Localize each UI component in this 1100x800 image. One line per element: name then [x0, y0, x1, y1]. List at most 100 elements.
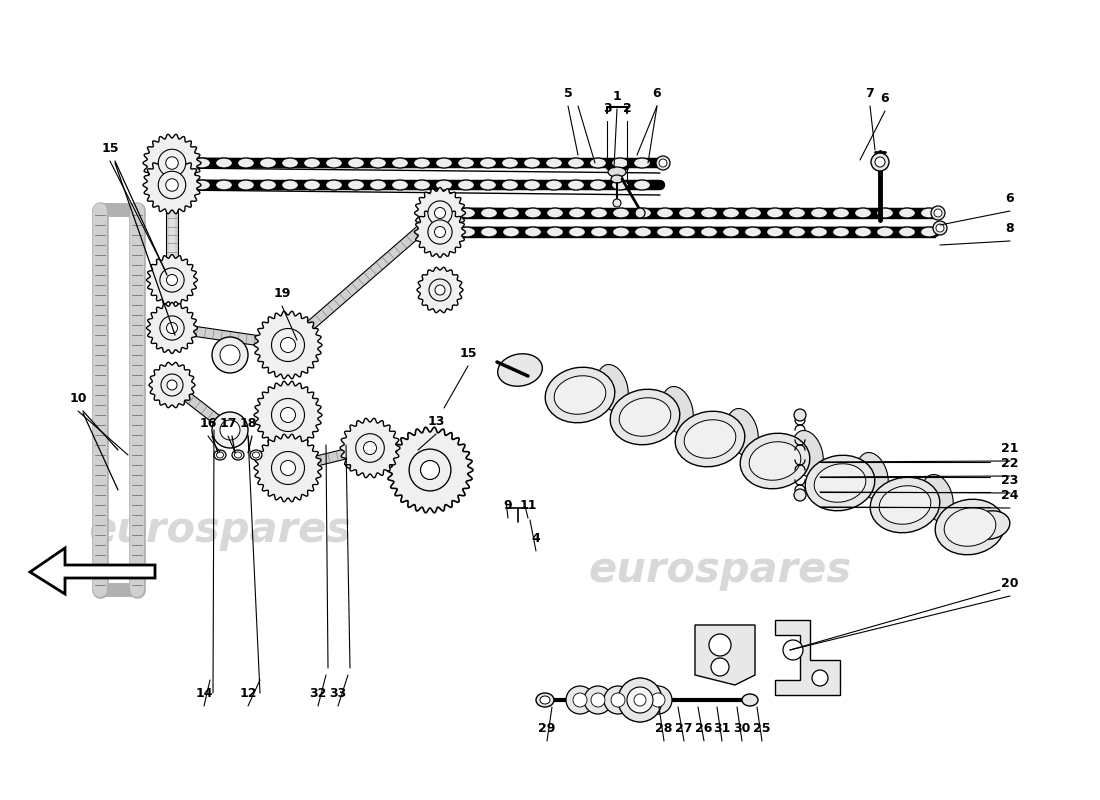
Ellipse shape — [216, 180, 232, 190]
Ellipse shape — [608, 167, 626, 177]
Ellipse shape — [634, 180, 650, 190]
Circle shape — [931, 206, 945, 220]
Ellipse shape — [612, 158, 628, 168]
Polygon shape — [146, 302, 198, 354]
Ellipse shape — [792, 430, 823, 478]
Ellipse shape — [348, 180, 364, 190]
Ellipse shape — [214, 450, 225, 460]
Text: 23: 23 — [1001, 474, 1019, 487]
Circle shape — [626, 686, 654, 714]
Ellipse shape — [370, 158, 386, 168]
Circle shape — [618, 678, 662, 722]
Circle shape — [573, 693, 587, 707]
Ellipse shape — [879, 486, 931, 524]
Text: 30: 30 — [734, 722, 750, 735]
Ellipse shape — [414, 158, 430, 168]
Circle shape — [355, 434, 384, 462]
Ellipse shape — [304, 180, 320, 190]
Ellipse shape — [944, 508, 996, 546]
Circle shape — [212, 337, 248, 373]
Ellipse shape — [684, 420, 736, 458]
Ellipse shape — [855, 227, 871, 237]
Ellipse shape — [870, 478, 939, 533]
Ellipse shape — [525, 227, 541, 237]
Polygon shape — [146, 254, 198, 306]
Text: 10: 10 — [69, 392, 87, 405]
Ellipse shape — [392, 180, 408, 190]
Polygon shape — [166, 185, 178, 285]
Ellipse shape — [635, 208, 651, 218]
Ellipse shape — [481, 227, 497, 237]
Circle shape — [166, 274, 177, 286]
Circle shape — [220, 420, 240, 440]
Circle shape — [627, 687, 653, 713]
Ellipse shape — [935, 499, 1004, 554]
Ellipse shape — [921, 227, 937, 237]
Circle shape — [644, 686, 672, 714]
Ellipse shape — [805, 455, 874, 510]
Circle shape — [794, 409, 806, 421]
Circle shape — [272, 329, 305, 362]
Ellipse shape — [568, 158, 584, 168]
Circle shape — [166, 178, 178, 191]
Circle shape — [591, 693, 605, 707]
Ellipse shape — [458, 158, 474, 168]
Ellipse shape — [497, 354, 542, 386]
Ellipse shape — [172, 158, 188, 168]
Text: 6: 6 — [652, 87, 661, 100]
Ellipse shape — [855, 208, 871, 218]
Circle shape — [160, 268, 184, 292]
Text: 31: 31 — [713, 722, 730, 735]
Text: eurospares: eurospares — [88, 509, 352, 551]
Circle shape — [584, 686, 612, 714]
Circle shape — [711, 658, 729, 676]
Ellipse shape — [610, 175, 623, 183]
Circle shape — [434, 207, 446, 219]
Text: 2: 2 — [623, 102, 631, 115]
Ellipse shape — [172, 180, 188, 190]
Circle shape — [169, 179, 182, 191]
Circle shape — [434, 207, 446, 218]
Text: 18: 18 — [240, 417, 256, 430]
Circle shape — [710, 634, 732, 656]
Ellipse shape — [899, 208, 915, 218]
Ellipse shape — [547, 227, 563, 237]
Text: 29: 29 — [538, 722, 556, 735]
Circle shape — [428, 201, 452, 225]
Circle shape — [280, 461, 296, 475]
Text: 26: 26 — [695, 722, 713, 735]
Polygon shape — [283, 415, 293, 468]
Ellipse shape — [392, 158, 408, 168]
Text: 16: 16 — [199, 417, 217, 430]
Ellipse shape — [546, 180, 562, 190]
Ellipse shape — [613, 208, 629, 218]
Polygon shape — [285, 210, 443, 349]
Ellipse shape — [459, 227, 475, 237]
Ellipse shape — [326, 158, 342, 168]
Circle shape — [871, 153, 889, 171]
Ellipse shape — [348, 158, 364, 168]
Ellipse shape — [657, 208, 673, 218]
Circle shape — [635, 208, 645, 218]
Circle shape — [161, 374, 183, 396]
Ellipse shape — [922, 474, 954, 522]
Text: 3: 3 — [603, 102, 612, 115]
Ellipse shape — [502, 158, 518, 168]
Ellipse shape — [217, 452, 223, 458]
Text: 15: 15 — [101, 142, 119, 155]
Circle shape — [634, 694, 646, 706]
Ellipse shape — [260, 180, 276, 190]
Ellipse shape — [749, 442, 801, 480]
Text: 19: 19 — [273, 287, 290, 300]
Ellipse shape — [591, 208, 607, 218]
Circle shape — [428, 220, 452, 244]
Polygon shape — [254, 434, 322, 502]
Ellipse shape — [569, 227, 585, 237]
Ellipse shape — [899, 227, 915, 237]
Ellipse shape — [437, 208, 453, 218]
Text: 22: 22 — [1001, 457, 1019, 470]
Polygon shape — [695, 625, 755, 685]
Ellipse shape — [857, 453, 889, 499]
Polygon shape — [169, 381, 233, 434]
Circle shape — [794, 489, 806, 501]
